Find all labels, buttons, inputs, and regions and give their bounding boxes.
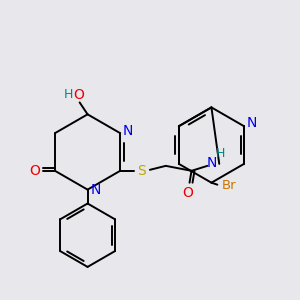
Text: N: N [123, 124, 133, 138]
Text: N: N [90, 183, 101, 196]
Text: N: N [206, 156, 217, 170]
Text: O: O [73, 88, 84, 101]
Text: H: H [216, 148, 225, 160]
Text: H: H [64, 88, 74, 101]
Text: O: O [182, 186, 193, 200]
Text: O: O [30, 164, 40, 178]
Text: N: N [247, 116, 257, 130]
Text: S: S [138, 164, 146, 178]
Text: Br: Br [222, 179, 237, 192]
